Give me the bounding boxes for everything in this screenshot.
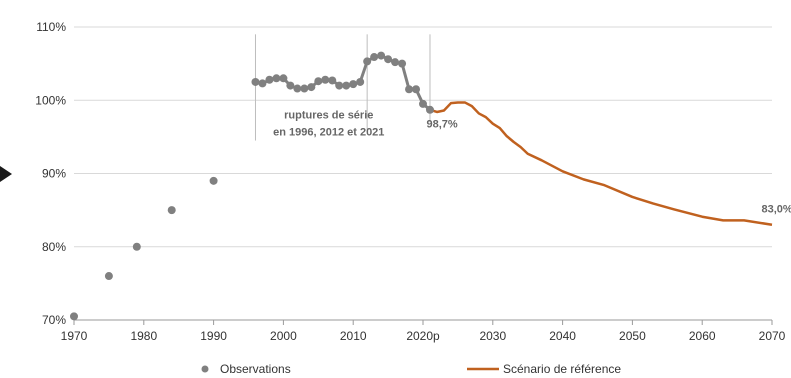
x-tick-label: 2010 [340, 329, 367, 343]
y-tick-label: 70% [42, 313, 66, 327]
observation-point [377, 51, 386, 60]
y-axis: 70% 80% 90% 100% 110% [35, 20, 66, 327]
observation-point [391, 58, 400, 67]
observation-point [300, 84, 309, 93]
observation-point [167, 206, 176, 215]
observation-point [335, 81, 344, 90]
y-tick-label: 110% [36, 20, 66, 34]
observation-point [384, 55, 393, 64]
legend-marker-observations [201, 365, 209, 373]
x-tick-label: 1980 [130, 329, 157, 343]
observation-point [419, 99, 427, 108]
annotation-final-value: 83,0% [762, 203, 791, 215]
observation-point [272, 74, 281, 83]
x-tick-label: 2020p [406, 329, 440, 343]
observation-point [70, 312, 78, 321]
arrow-pointer-icon [0, 166, 12, 182]
annotations: ruptures de série en 1996, 2012 et 2021 … [273, 110, 791, 216]
y-tick-label: 100% [35, 93, 66, 107]
observation-point [258, 79, 267, 88]
observation-point [356, 77, 365, 86]
y-tick-label: 90% [42, 167, 66, 181]
observation-point [286, 81, 295, 90]
observation-point [328, 76, 337, 85]
x-tick-label: 2040 [549, 329, 576, 343]
annotation-last-observation: 98,7% [426, 118, 457, 130]
annotation-breaks-line-1: ruptures de série [284, 110, 373, 122]
observation-point [265, 75, 274, 84]
observation-point [132, 242, 141, 251]
legend-label-observations: Observations [220, 362, 291, 376]
observation-point [342, 81, 351, 90]
x-axis: 1970 1980 1990 2000 2010 2020p 2030 2040 2050 206… [61, 320, 786, 343]
observation-point [209, 176, 218, 185]
observation-point [405, 85, 414, 94]
observation-point [314, 77, 323, 86]
x-tick-label: 2000 [270, 329, 297, 343]
observation-point [363, 57, 372, 66]
series-points [70, 51, 434, 321]
observation-point [251, 77, 260, 86]
observation-point [104, 272, 113, 281]
observation-point [370, 53, 379, 62]
gridlines [74, 26, 772, 321]
x-tick-label: 2030 [479, 329, 506, 343]
x-tick-label: 2070 [759, 329, 786, 343]
observation-point [425, 105, 434, 114]
observation-point [307, 83, 316, 92]
observation-point [349, 80, 358, 89]
y-tick-label: 80% [42, 240, 66, 254]
x-tick-label: 2060 [689, 329, 716, 343]
x-tick-label: 2050 [619, 329, 646, 343]
observation-point [321, 75, 330, 84]
x-tick-label: 1990 [200, 329, 227, 343]
legend: Observations Scénario de référence [201, 362, 621, 376]
reference-scenario-line [429, 101, 773, 227]
legend-label-reference: Scénario de référence [503, 362, 621, 376]
annotation-breaks-line-2: en 1996, 2012 et 2021 [273, 126, 384, 138]
observation-point [293, 84, 302, 93]
observation-point [398, 59, 407, 68]
x-tick-label: 1970 [61, 329, 88, 343]
observation-point [279, 74, 288, 83]
observation-point [412, 85, 421, 94]
